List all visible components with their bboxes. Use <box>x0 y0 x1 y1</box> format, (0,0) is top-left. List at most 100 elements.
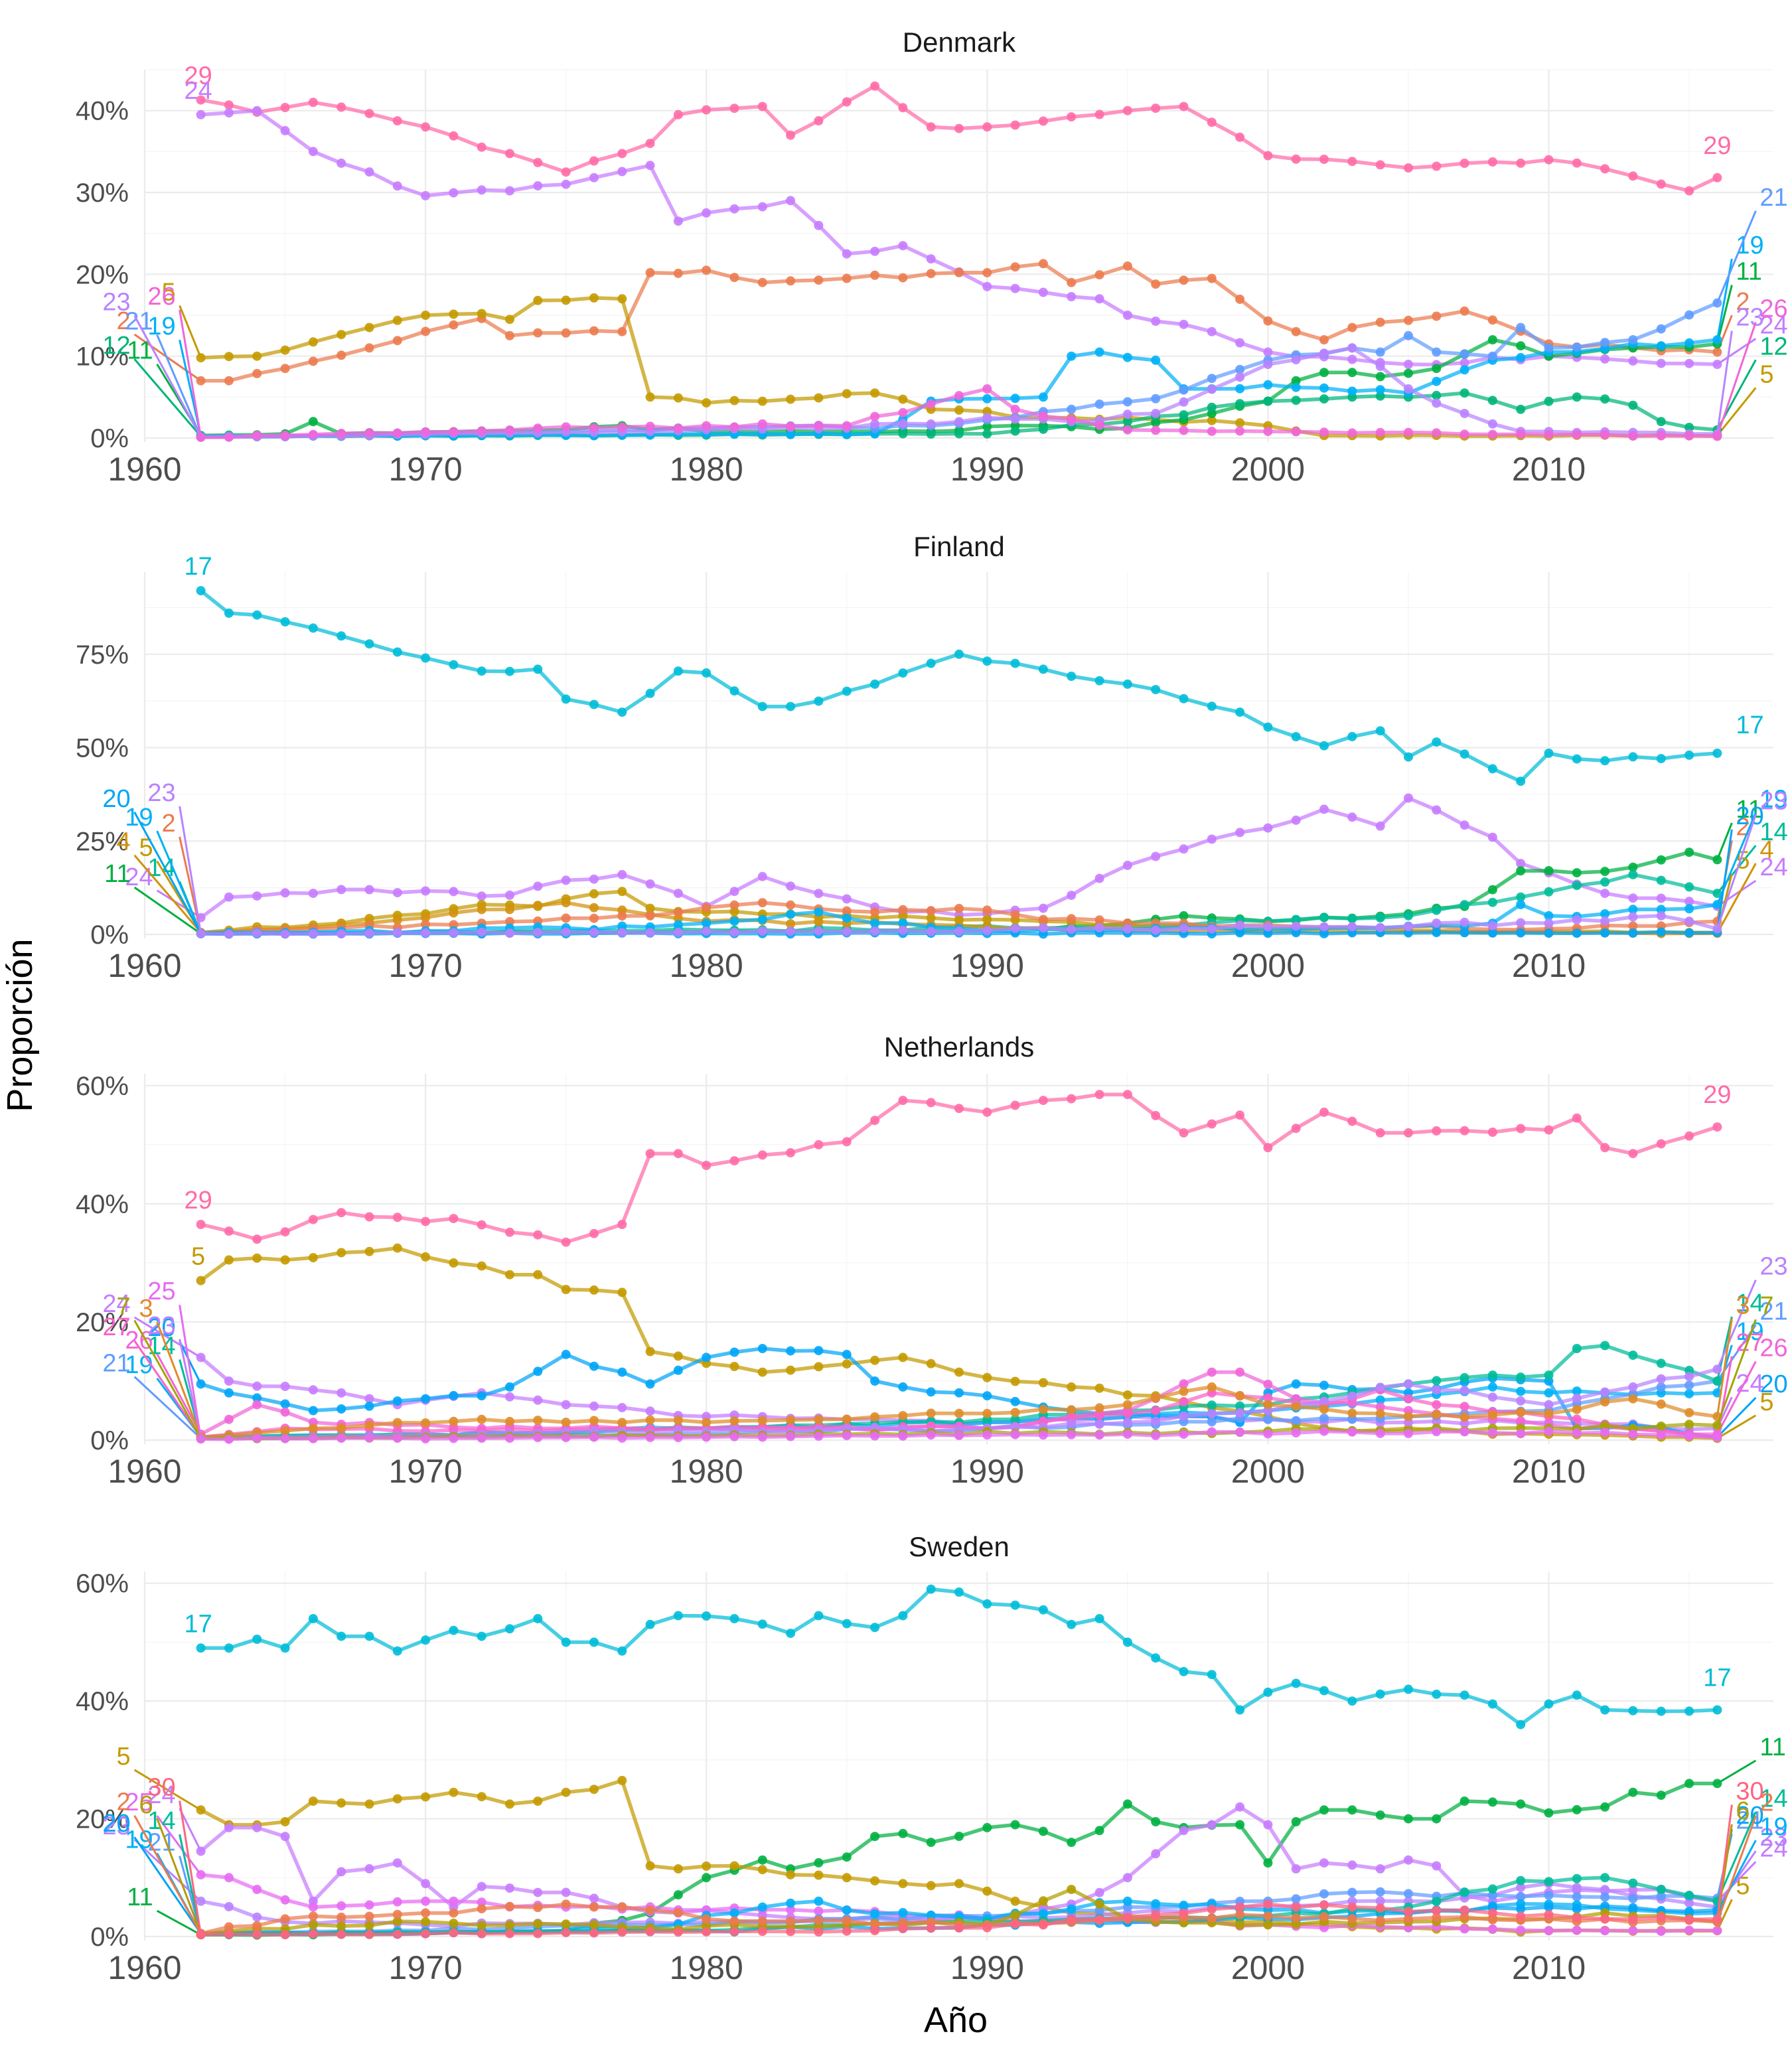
data-point <box>1684 750 1694 760</box>
data-point <box>898 1611 908 1621</box>
data-point <box>814 917 824 926</box>
data-point <box>1404 163 1413 173</box>
data-point <box>1600 1387 1610 1397</box>
data-point <box>1263 151 1273 161</box>
data-point <box>1094 1899 1104 1909</box>
data-point <box>898 1828 908 1838</box>
data-point <box>421 653 431 663</box>
data-point <box>1459 365 1469 375</box>
series-label-23: 23 <box>1759 1824 1787 1852</box>
data-point <box>1600 1397 1610 1407</box>
data-point <box>1291 1402 1301 1412</box>
data-point <box>392 336 402 346</box>
data-point <box>702 398 711 407</box>
data-point <box>1235 1902 1245 1912</box>
data-point <box>1038 1096 1048 1106</box>
data-point <box>1516 900 1526 909</box>
data-point <box>1375 1689 1385 1699</box>
data-point <box>757 419 767 429</box>
data-point <box>842 686 852 696</box>
data-point <box>1094 270 1104 280</box>
data-point <box>589 1637 599 1647</box>
data-point <box>954 267 964 277</box>
data-point <box>814 926 824 936</box>
data-point <box>1656 1382 1666 1392</box>
data-point <box>561 1400 571 1410</box>
data-point <box>1235 707 1245 717</box>
data-point <box>336 1867 346 1877</box>
label-leader-line <box>156 334 202 438</box>
x-tick-label: 1970 <box>388 451 462 488</box>
data-point <box>1010 120 1020 130</box>
data-point <box>1179 1386 1189 1396</box>
data-point <box>364 1900 374 1910</box>
data-point <box>364 1631 374 1641</box>
data-point <box>1544 1699 1554 1709</box>
data-point <box>1572 1404 1582 1414</box>
data-point <box>1067 1915 1077 1925</box>
data-point <box>1684 1925 1694 1935</box>
data-point <box>589 1928 599 1938</box>
panel-title: Denmark <box>903 27 1016 58</box>
data-point <box>786 276 796 286</box>
data-point <box>1094 873 1104 883</box>
data-point <box>533 1929 543 1939</box>
data-point <box>1067 1885 1077 1894</box>
data-point <box>392 888 402 898</box>
data-point <box>673 1149 683 1159</box>
data-point <box>1235 418 1245 428</box>
data-point <box>364 1246 374 1256</box>
series-label-12: 12 <box>1759 332 1787 360</box>
data-point <box>1291 1913 1301 1923</box>
data-point <box>1263 1920 1273 1930</box>
data-point <box>673 393 683 403</box>
data-point <box>982 122 992 132</box>
data-point <box>1628 893 1638 903</box>
data-point <box>1432 364 1442 374</box>
data-point <box>1347 812 1357 822</box>
data-point <box>786 1898 796 1908</box>
data-point <box>1544 1125 1554 1135</box>
data-point <box>308 1214 318 1224</box>
data-point <box>1067 1419 1077 1429</box>
data-point <box>505 149 514 159</box>
data-point <box>392 1909 402 1919</box>
data-point <box>224 100 234 110</box>
data-point <box>954 123 964 133</box>
label-leader-line <box>179 1808 202 1852</box>
data-point <box>1404 1128 1413 1138</box>
data-point <box>617 1418 627 1428</box>
data-point <box>1516 1720 1526 1729</box>
data-point <box>1684 847 1694 857</box>
data-point <box>1375 922 1385 932</box>
data-point <box>280 1914 290 1924</box>
data-point <box>1347 354 1357 364</box>
panel-title: Netherlands <box>884 1031 1034 1063</box>
data-point <box>1263 1143 1273 1153</box>
data-point <box>1404 1684 1413 1694</box>
series-label-21: 21 <box>1759 1298 1787 1326</box>
data-point <box>1207 1409 1217 1419</box>
data-point <box>392 1858 402 1868</box>
data-point <box>898 1924 908 1934</box>
data-point <box>224 108 234 117</box>
label-leader-line <box>179 1341 202 1385</box>
data-point <box>252 1929 262 1939</box>
series-label-2: 2 <box>1759 1789 1773 1816</box>
data-point <box>505 1799 514 1809</box>
data-point <box>336 1912 346 1922</box>
data-point <box>786 1629 796 1639</box>
data-point <box>280 1643 290 1653</box>
data-point <box>1263 1393 1273 1403</box>
y-tick-label: 0% <box>90 920 129 950</box>
data-point <box>1712 1376 1722 1386</box>
data-point <box>252 1381 262 1391</box>
data-point <box>1094 1614 1104 1623</box>
data-point <box>252 1253 262 1263</box>
data-point <box>729 900 739 910</box>
data-point <box>533 664 543 674</box>
data-point <box>224 1388 234 1398</box>
data-point <box>1067 914 1077 924</box>
data-point <box>1347 1887 1357 1897</box>
